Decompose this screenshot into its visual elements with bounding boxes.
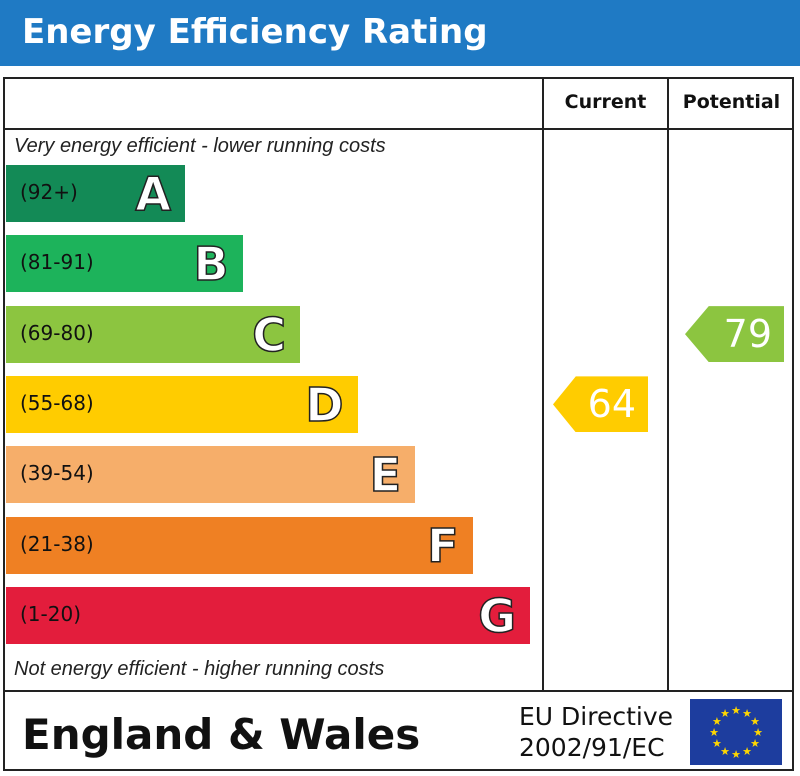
directive-line2: 2002/91/EC — [519, 733, 665, 762]
eu-star-icon: ★ — [742, 746, 752, 758]
header-bar: Energy Efficiency Rating — [0, 0, 800, 66]
current-rating-value: 64 — [587, 382, 636, 427]
band-c-range: (69-80) — [20, 320, 94, 345]
band-b-range: (81-91) — [20, 250, 94, 275]
rating-table-frame — [3, 77, 794, 771]
potential-column-divider — [667, 77, 669, 691]
band-e-range: (39-54) — [20, 461, 94, 486]
eu-star-icon: ★ — [742, 708, 752, 720]
footer-region: England & Wales — [22, 710, 421, 759]
eu-star-icon: ★ — [753, 727, 763, 739]
potential-rating-value: 79 — [723, 312, 772, 357]
band-d-range: (55-68) — [20, 390, 94, 415]
eu-star-icon: ★ — [712, 738, 722, 750]
band-g-range: (1-20) — [20, 601, 81, 626]
eu-star-icon: ★ — [720, 708, 730, 720]
band-c: (69-80) C — [6, 305, 300, 363]
potential-pointer-shape — [685, 306, 784, 363]
chart-title: Energy Efficiency Rating — [22, 12, 488, 52]
current-rating-pointer: 64 — [553, 376, 648, 433]
band-a-range: (92+) — [20, 180, 78, 204]
eu-star-icon: ★ — [731, 749, 741, 761]
bottom-note: Not energy efficient - higher running co… — [14, 658, 385, 680]
band-e-letter: E — [369, 447, 402, 503]
eu-star-icon: ★ — [712, 716, 722, 728]
current-column-header: Current — [564, 91, 647, 113]
band-c-letter: C — [251, 307, 286, 363]
eu-flag-icon: ★ ★ ★ ★ ★ ★ ★ ★ ★ ★ ★ ★ — [690, 699, 782, 765]
band-e: (39-54) E — [6, 446, 415, 504]
eu-star-icon: ★ — [750, 738, 760, 750]
band-a: (92+) A — [6, 165, 185, 222]
directive-line1: EU Directive — [519, 702, 674, 731]
band-a-letter: A — [135, 166, 172, 222]
current-column-divider — [542, 77, 544, 691]
potential-column-header: Potential — [682, 91, 781, 113]
eu-flag-stars: ★ ★★★★★★★★★★★ — [709, 705, 763, 761]
eu-star-icon: ★ — [731, 705, 741, 717]
current-pointer-shape — [553, 376, 648, 433]
eu-star-icon: ★ — [709, 727, 719, 739]
eu-star-icon: ★ — [720, 746, 730, 758]
header-row-divider — [3, 128, 794, 130]
band-d: (55-68) D — [6, 375, 358, 433]
band-g-letter: G — [477, 588, 516, 644]
band-f: (21-38) F — [6, 516, 473, 574]
footer-row-divider — [3, 690, 794, 692]
band-f-range: (21-38) — [20, 531, 94, 556]
eu-star-icon: ★ — [750, 716, 760, 728]
potential-rating-pointer: 79 — [685, 306, 784, 363]
top-note: Very energy efficient - lower running co… — [14, 135, 386, 157]
band-g: (1-20) G — [6, 586, 530, 644]
band-b-letter: B — [193, 237, 230, 293]
band-b: (81-91) B — [6, 235, 243, 293]
band-d-letter: D — [305, 377, 345, 433]
band-f-letter: F — [426, 518, 459, 574]
